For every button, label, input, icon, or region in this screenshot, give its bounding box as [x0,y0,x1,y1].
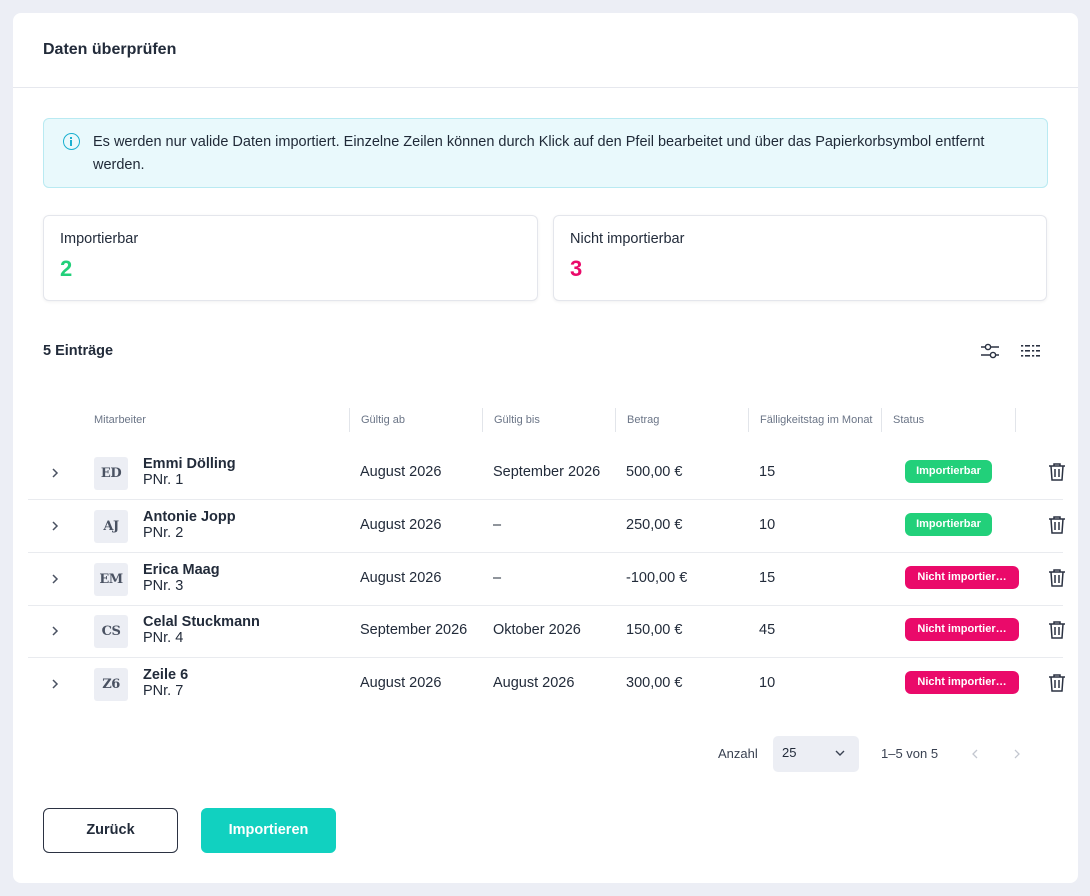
column-header-employee[interactable]: Mitarbeiter [94,414,146,426]
due-day: 10 [759,517,776,533]
column-header-status[interactable]: Status [881,408,1015,432]
chevron-down-icon [835,750,845,756]
table-header: Mitarbeiter Gültig ab Gültig bis Betrag … [28,408,1063,440]
valid-from: August 2026 [360,517,442,533]
importable-card: Importierbar 2 [43,215,538,301]
column-divider [1015,408,1016,432]
info-icon [63,133,80,150]
chevron-right-icon[interactable] [50,678,60,690]
valid-to: Oktober 2026 [493,622,581,638]
chevron-right-icon[interactable] [50,625,60,637]
avatar: CS [94,615,128,648]
column-header-valid-to[interactable]: Gültig bis [482,408,540,432]
chevron-right-icon[interactable] [50,467,60,479]
page-size-value: 25 [782,745,797,760]
trash-icon[interactable] [1048,515,1066,535]
valid-to: – [493,570,502,586]
employee-pnr: PNr. 7 [143,683,184,699]
chevron-right-icon[interactable] [50,520,60,532]
trash-icon[interactable] [1048,462,1066,482]
trash-icon[interactable] [1048,673,1066,693]
review-dialog: Daten überprüfen Es werden nur valide Da… [13,13,1078,883]
employee-name: Emmi Dölling [143,456,236,472]
avatar: ED [94,457,128,490]
table-row: AJ Antonie Jopp PNr. 2 August 2026 – 250… [28,500,1066,553]
column-header-due-day[interactable]: Fälligkeitstag im Monat [748,408,873,432]
employee-name: Antonie Jopp [143,509,236,525]
chevron-right-icon[interactable] [50,573,60,585]
import-button[interactable]: Importieren [201,808,336,853]
avatar: Z6 [94,668,128,701]
employee-name: Zeile 6 [143,667,189,683]
amount: -100,00 € [626,570,688,586]
dialog-title: Daten überprüfen [43,41,177,58]
status-badge: Importierbar [905,513,992,536]
status-badge: Nicht importier… [905,618,1019,641]
employee-pnr: PNr. 1 [143,472,184,488]
valid-to: – [493,517,502,533]
employee-pnr: PNr. 4 [143,630,184,646]
info-text: Es werden nur valide Daten importiert. E… [93,134,985,173]
columns-icon[interactable] [1019,341,1041,361]
amount: 500,00 € [626,464,683,480]
info-alert: Es werden nur valide Daten importiert. E… [43,118,1048,188]
trash-icon[interactable] [1048,620,1066,640]
amount: 300,00 € [626,675,683,691]
chevron-left-icon[interactable] [971,748,979,760]
due-day: 15 [759,570,776,586]
not-importable-card: Nicht importierbar 3 [553,215,1047,301]
table-row: ED Emmi Dölling PNr. 1 August 2026 Septe… [28,447,1066,500]
status-badge: Importierbar [905,460,992,483]
importable-label: Importierbar [60,231,139,247]
due-day: 45 [759,622,776,638]
amount: 150,00 € [626,622,683,638]
valid-from: August 2026 [360,464,442,480]
employee-name: Erica Maag [143,562,220,578]
entry-count: 5 Einträge [43,343,114,359]
status-badge: Nicht importier… [905,671,1019,694]
due-day: 15 [759,464,776,480]
valid-from: August 2026 [360,570,442,586]
valid-from: September 2026 [360,622,468,638]
not-importable-count: 3 [570,256,583,281]
table-row: CS Celal Stuckmann PNr. 4 September 2026… [28,605,1066,658]
page-size-select[interactable]: 25 [773,736,859,772]
valid-from: August 2026 [360,675,442,691]
table-row: Z6 Zeile 6 PNr. 7 August 2026 August 202… [28,658,1066,711]
avatar: AJ [94,510,128,543]
back-button[interactable]: Zurück [43,808,178,853]
trash-icon[interactable] [1048,568,1066,588]
valid-to: September 2026 [493,464,601,480]
column-header-amount[interactable]: Betrag [615,408,659,432]
filter-sliders-icon[interactable] [979,341,1001,361]
employee-pnr: PNr. 2 [143,525,184,541]
due-day: 10 [759,675,776,691]
importable-count: 2 [60,256,73,281]
table-row: EM Erica Maag PNr. 3 August 2026 – -100,… [28,553,1066,606]
avatar: EM [94,563,128,596]
amount: 250,00 € [626,517,683,533]
column-header-valid-from[interactable]: Gültig ab [349,408,405,432]
status-badge: Nicht importier… [905,566,1019,589]
dialog-header: Daten überprüfen [13,13,1078,88]
employee-pnr: PNr. 3 [143,578,184,594]
valid-to: August 2026 [493,675,575,691]
page-size-label: Anzahl [718,746,758,761]
chevron-right-icon[interactable] [1013,748,1021,760]
not-importable-label: Nicht importierbar [570,231,685,247]
page-range: 1–5 von 5 [881,746,939,761]
employee-name: Celal Stuckmann [143,614,260,630]
